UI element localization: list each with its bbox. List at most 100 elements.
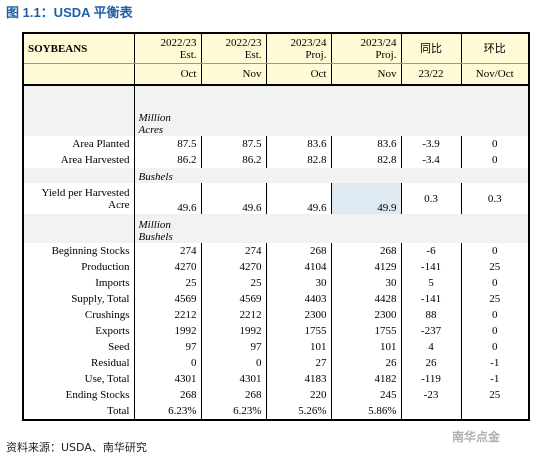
header-cell: 2023/24 Proj. [330, 33, 401, 64]
row-label: Ending Stocks [65, 389, 130, 401]
value-cell: 0 [460, 307, 529, 323]
value-cell: 4403 [265, 291, 331, 307]
value-cell: 1992 [133, 323, 201, 339]
value-cell: 25 [460, 291, 529, 307]
value-cell: 97 [200, 339, 266, 355]
value-cell: 49.6 [133, 183, 201, 214]
value-cell: 26 [400, 355, 461, 371]
value-cell: 83.6 [265, 136, 331, 152]
value-cell [460, 403, 529, 420]
value-cell: 6.23% [200, 403, 266, 420]
value-cell: -23 [400, 387, 461, 403]
row-label: Area Planted [72, 138, 130, 150]
value-cell: 274 [200, 243, 266, 259]
value-cell: 0 [460, 152, 529, 168]
value-cell: 4270 [133, 259, 201, 275]
value-cell: 4183 [265, 371, 331, 387]
value-cell: 88 [400, 307, 461, 323]
header-line: 2022/23 [225, 36, 262, 49]
value-cell: -1 [460, 355, 529, 371]
data-row: Ending Stocks 268 268 220 245 -23 25 [23, 387, 529, 403]
value-cell: 5 [400, 275, 461, 291]
value-cell: 30 [265, 275, 331, 291]
value-cell: 101 [265, 339, 331, 355]
value-cell: 4182 [330, 371, 401, 387]
header-line: Est. [179, 48, 197, 61]
unit-label: Million Bushels [133, 214, 529, 243]
row-label: Seed [108, 341, 130, 353]
value-cell: 25 [460, 387, 529, 403]
unit-cell [23, 168, 134, 183]
value-cell: 82.8 [330, 152, 401, 168]
value-cell: -119 [400, 371, 461, 387]
row-label: Total [107, 405, 130, 417]
data-row: Crushings 2212 2212 2300 2300 88 0 [23, 307, 529, 323]
value-cell: 2212 [200, 307, 266, 323]
value-cell: 86.2 [133, 152, 201, 168]
value-cell: 274 [133, 243, 201, 259]
header-line: 2022/23 [160, 36, 197, 49]
value-cell: 49.6 [265, 183, 331, 214]
header-line: 2023/24 [290, 36, 327, 49]
data-row: Area Planted 87.5 87.5 83.6 83.6 -3.9 0 [23, 136, 529, 152]
subheader-cell: 23/22 [400, 63, 461, 86]
header-cell: 2022/23 Est. [133, 33, 201, 64]
header-line: Proj. [305, 48, 327, 61]
data-row: Beginning Stocks 274 274 268 268 -6 0 [23, 243, 529, 259]
header-line: 2023/24 [360, 36, 397, 49]
data-row: Yield per Harvested Acre 49.6 49.6 49.6 49.9… [23, 183, 529, 214]
data-row: Area Harvested 86.2 86.2 82.8 82.8 -3.4 0 [23, 152, 529, 168]
value-cell: 86.2 [200, 152, 266, 168]
row-label: Imports [95, 277, 130, 289]
value-cell: 6.23% [133, 403, 201, 420]
value-cell: 4104 [265, 259, 331, 275]
value-cell: 220 [265, 387, 331, 403]
row-label: Yield per Harvested Acre [41, 186, 130, 211]
header-cell: 2022/23 Est. [200, 33, 266, 64]
header-row: SOYBEANS 2022/23 Est. 2022/23 Est. 2023/24 Pro… [23, 33, 529, 64]
header-cell [23, 63, 134, 86]
data-row: Production 4270 4270 4104 4129 -141 25 [23, 259, 529, 275]
row-label: Crushings [84, 309, 130, 321]
row-label: Production [81, 261, 130, 273]
value-cell: 25 [133, 275, 201, 291]
unit-row: Million Bushels [23, 214, 529, 243]
value-cell: 87.5 [133, 136, 201, 152]
subheader-cell: Nov/Oct [460, 63, 529, 86]
value-cell: 49.9 [330, 183, 401, 214]
value-cell: 268 [265, 243, 331, 259]
value-cell: 0.3 [460, 183, 529, 214]
value-cell: 49.6 [200, 183, 266, 214]
row-label: Area Harvested [60, 154, 130, 166]
value-cell: 30 [330, 275, 401, 291]
unit-text: Million Bushels [138, 219, 173, 243]
unit-row: Bushels [23, 168, 529, 183]
value-cell: 1992 [200, 323, 266, 339]
value-cell: 82.8 [265, 152, 331, 168]
value-cell: 268 [133, 387, 201, 403]
value-cell: 4301 [133, 371, 201, 387]
value-cell: 0 [460, 323, 529, 339]
data-row: Supply, Total 4569 4569 4403 4428 -141 25 [23, 291, 529, 307]
unit-cell [23, 85, 134, 136]
row-label: Residual [91, 357, 130, 369]
balance-table: SOYBEANS 2022/23 Est. 2022/23 Est. 2023/24 Pro… [22, 32, 530, 421]
value-cell [400, 403, 461, 420]
value-cell: 4428 [330, 291, 401, 307]
subheader-cell: Oct [265, 63, 331, 86]
value-cell: 1755 [330, 323, 401, 339]
data-row: Seed 97 97 101 101 4 0 [23, 339, 529, 355]
value-cell: 0 [460, 136, 529, 152]
subheader-cell: Nov [330, 63, 401, 86]
unit-label: Million Acres [133, 85, 529, 136]
data-row: Exports 1992 1992 1755 1755 -237 0 [23, 323, 529, 339]
value-cell: 0.3 [400, 183, 461, 214]
value-cell: 0 [460, 339, 529, 355]
row-label: Supply, Total [71, 293, 130, 305]
value-cell: 5.86% [330, 403, 401, 420]
value-cell: -141 [400, 291, 461, 307]
value-cell: 4270 [200, 259, 266, 275]
value-cell: 268 [330, 243, 401, 259]
value-cell: 268 [200, 387, 266, 403]
